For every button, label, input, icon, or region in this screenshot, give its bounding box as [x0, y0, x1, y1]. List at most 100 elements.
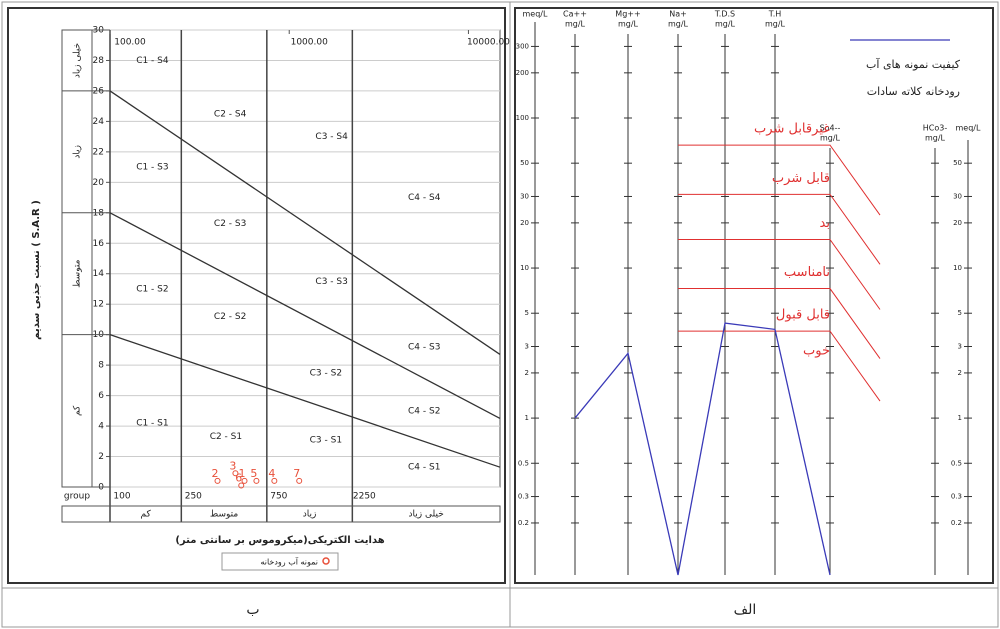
x-class-title: group [64, 492, 90, 502]
y-tick-label: 22 [93, 147, 104, 157]
zone-label: C2 - S4 [214, 109, 247, 119]
x-tick-label: 2250 [353, 492, 376, 502]
y-tick-label: 24 [93, 117, 105, 127]
column-unit: mg/L [618, 20, 639, 29]
y-tick-label: 1 [525, 414, 529, 422]
y-tick-label: 3 [958, 343, 962, 351]
y-class-label: کم [73, 405, 83, 416]
boundary-line [109, 212, 501, 420]
column-unit: mg/L [765, 20, 786, 29]
y-tick-label: 0.5 [951, 459, 962, 467]
zone-label: بد [820, 216, 830, 231]
y-tick-label: 2 [98, 452, 104, 462]
zone-label: C3 - S1 [310, 435, 342, 445]
y-tick-label: 0.5 [518, 459, 529, 467]
sample-line [574, 322, 831, 576]
boundary-line [109, 334, 501, 468]
x-class-label: متوسط [210, 510, 238, 520]
y-tick-label: 16 [93, 239, 105, 249]
point-label: 2 [212, 467, 219, 480]
y-tick-label: 0.3 [951, 493, 962, 501]
column-unit: mg/L [565, 20, 586, 29]
zone-line [678, 288, 881, 359]
x-axis-title: هدایت الکتریکی(میکروموس بر سانتی متر) [175, 535, 384, 546]
y-tick-label: 50 [953, 159, 962, 167]
y-axis-title: نسبت جذبی سدیم ( S.A.R ) [31, 200, 42, 340]
y-class-label: خیلی زیاد [73, 43, 83, 78]
zone-label: قابل شرب [772, 171, 830, 186]
chart-title: رودخانه کلاته سادات [867, 85, 960, 98]
zone-label: C4 - S2 [408, 406, 440, 416]
zone-line [678, 238, 881, 310]
y-tick-label: 8 [98, 361, 104, 371]
sample-point [253, 477, 260, 484]
y-tick-label: 20 [953, 219, 962, 227]
y-tick-label: 10 [953, 264, 962, 272]
zone-label: غیرقابل شرب [754, 122, 830, 137]
y-tick-label: 5 [525, 309, 529, 317]
sample-point [241, 477, 248, 484]
x-tick-label: 100 [113, 492, 130, 502]
y-tick-label: 200 [516, 69, 529, 77]
zone-label: خوب [803, 344, 830, 359]
y-tick-label: 0.2 [951, 519, 962, 527]
zone-label: C1 - S1 [136, 419, 168, 429]
point-label: 4 [268, 467, 275, 480]
column-name: T.D.S [714, 10, 735, 19]
y-tick-label: 300 [516, 42, 529, 50]
zone-label: C4 - S1 [408, 463, 440, 473]
column-unit: mg/L [715, 20, 736, 29]
column-name: Na+ [669, 10, 687, 19]
x-tick-label: 750 [270, 492, 287, 502]
x-class-label: خیلی زیاد [409, 510, 444, 520]
y-tick-label: 20 [520, 219, 529, 227]
zone-line [678, 330, 881, 402]
column-name: T.H [768, 10, 782, 19]
y-tick-label: 2 [958, 369, 962, 377]
sample-point [232, 470, 239, 477]
point-label: 1 [239, 467, 246, 480]
y-tick-label: 2 [525, 369, 529, 377]
zone-label: C2 - S3 [214, 219, 246, 229]
zone-label: C2 - S1 [210, 432, 242, 442]
y-tick-label: 3 [525, 343, 529, 351]
column-unit: mg/L [820, 134, 841, 143]
point-label: 5 [250, 467, 257, 480]
zone-line [678, 144, 881, 216]
sample-point [296, 477, 303, 484]
y-class-box [61, 29, 93, 488]
zone-label: C4 - S4 [408, 193, 441, 203]
x-class-label: کم [141, 510, 152, 520]
y-tick-label: 14 [93, 269, 105, 279]
zone-line [678, 193, 881, 265]
zone-label: C4 - S3 [408, 342, 440, 352]
x-tick-label: 250 [185, 492, 202, 502]
zone-label: C1 - S3 [136, 163, 168, 173]
y-tick-label: 30 [520, 192, 529, 200]
y-tick-label: 100 [516, 114, 529, 122]
column-name: HCo3- [923, 124, 948, 133]
y-tick-label: 28 [93, 56, 105, 66]
zone-label: قابل قبول [776, 308, 830, 323]
y-tick-label: 1 [958, 414, 962, 422]
x-class-label: زیاد [303, 510, 317, 520]
y-tick-label: 0.2 [518, 519, 529, 527]
caption: ب [246, 602, 259, 618]
y-tick-label: 6 [98, 391, 104, 401]
axis-unit: meq/L [956, 124, 981, 133]
legend-box [221, 552, 339, 571]
zone-label: C1 - S4 [136, 56, 169, 66]
caption: الف [734, 602, 757, 618]
y-tick-label: 12 [93, 300, 104, 310]
x2-tick-label: 100.00 [114, 38, 146, 48]
boundary-line [109, 90, 501, 356]
zone-label: C3 - S2 [310, 368, 342, 378]
sample-point [271, 477, 278, 484]
x2-tick-label: 1000.00 [291, 38, 328, 48]
y-tick-label: 10 [520, 264, 529, 272]
zone-label: C3 - S3 [315, 277, 347, 287]
y-tick-label: 50 [520, 159, 529, 167]
legend-label: نمونه آب رودخانه [260, 557, 318, 567]
